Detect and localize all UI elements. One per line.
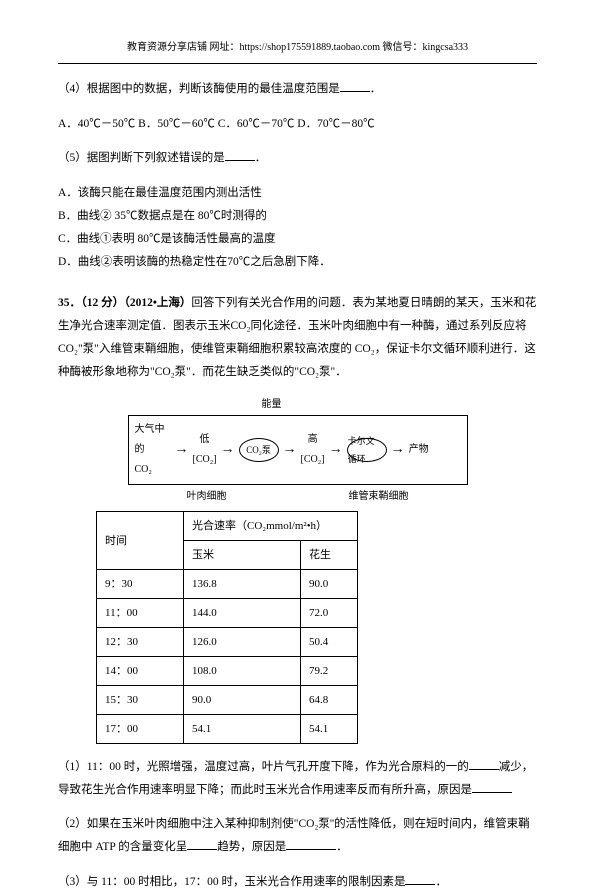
q5-blank: [225, 148, 255, 161]
diagram-mesophyll-label: 叶肉细胞: [187, 487, 227, 507]
q4-options: A．40℃－50℃ B．50℃－60℃ C．60℃－70℃ D．70℃－80℃: [58, 113, 537, 136]
sub1a: （1）11：00 时，光照增强，温度过高，叶片气孔开度下降，作为光合原料的一的: [58, 761, 469, 773]
table-row: 9：30136.890.0: [97, 570, 358, 599]
q35-head: 35．（12 分）（2012•上海）: [58, 297, 191, 309]
cell: 72.0: [301, 599, 358, 628]
q5-optB: B．曲线② 35℃数据点是在 80℃时测得的: [58, 205, 537, 228]
cell: 79.2: [301, 657, 358, 686]
th-corn: 玉米: [184, 541, 301, 570]
co2-pump-diagram: 能量 大气中的 CO₂ → 低 [CO₂] → CO₂泵 → 高 [CO₂] →…: [128, 395, 468, 507]
diagram-product: 产物: [409, 440, 429, 460]
diagram-atmosphere: 大气中的 CO₂: [135, 420, 171, 480]
arrow-icon: →: [329, 436, 343, 464]
blank: [187, 837, 217, 850]
cell: 9：30: [97, 570, 184, 599]
arrow-icon: →: [175, 436, 189, 464]
q5-optC: C．曲线①表明 80℃是该酶活性最高的温度: [58, 228, 537, 251]
cell: 54.1: [184, 715, 301, 744]
th-peanut: 花生: [301, 541, 358, 570]
cell: 14：00: [97, 657, 184, 686]
cell: 144.0: [184, 599, 301, 628]
sub-q3: （3）与 11：00 时相比，17：00 时，玉米光合作用速率的限制因素是 ．: [58, 871, 537, 894]
arrow-icon: →: [391, 436, 405, 464]
q4-end: ．: [370, 83, 382, 95]
q5-optA: A．该酶只能在最佳温度范围内测出活性: [58, 182, 537, 205]
cell: 126.0: [184, 628, 301, 657]
q4: （4）根据图中的数据，判断该酶使用的最佳温度范围是 ．: [58, 78, 537, 101]
arrow-icon: →: [221, 436, 235, 464]
blank: [286, 837, 336, 850]
page-header: 教育资源分享店铺 网址：https://shop175591889.taobao…: [58, 38, 537, 58]
table-row: 15：3090.064.8: [97, 686, 358, 715]
photosynthesis-table: 时间光合速率（CO₂mmol/m²•h） 玉米花生 9：30136.890.0 …: [96, 511, 358, 744]
table-row: 时间光合速率（CO₂mmol/m²•h）: [97, 512, 358, 541]
diagram-pump: CO₂泵: [239, 438, 279, 462]
diagram-energy-label: 能量: [252, 395, 292, 415]
sub2b: 趋势，原因是: [217, 841, 286, 853]
table-row: 14：00108.079.2: [97, 657, 358, 686]
table-row: 11：00144.072.0: [97, 599, 358, 628]
diagram-low-co2: 低 [CO₂]: [193, 430, 217, 470]
q4-stem: （4）根据图中的数据，判断该酶使用的最佳温度范围是: [58, 83, 340, 95]
header-rule: [58, 63, 537, 64]
sub3b: ．: [435, 876, 447, 888]
cell: 108.0: [184, 657, 301, 686]
q5-stem: （5）据图判断下列叙述错误的是: [58, 152, 225, 164]
th-time: 时间: [97, 512, 184, 570]
cell: 50.4: [301, 628, 358, 657]
cell: 17：00: [97, 715, 184, 744]
diagram-bundle-label: 维管束鞘细胞: [349, 487, 409, 507]
cell: 11：00: [97, 599, 184, 628]
cell: 12：30: [97, 628, 184, 657]
diagram-high-co2: 高 [CO₂]: [301, 430, 325, 470]
diagram-calvin: 卡尔文 循环: [347, 438, 387, 462]
blank: [405, 872, 435, 885]
th-rate: 光合速率（CO₂mmol/m²•h）: [184, 512, 358, 541]
cell: 90.0: [184, 686, 301, 715]
q5: （5）据图判断下列叙述错误的是 ．: [58, 147, 537, 170]
table-row: 17：0054.154.1: [97, 715, 358, 744]
arrow-icon: →: [283, 436, 297, 464]
blank: [472, 780, 512, 793]
q5-end: ．: [255, 152, 267, 164]
q4-blank: [340, 79, 370, 92]
cell: 15：30: [97, 686, 184, 715]
sub2c: ．: [336, 841, 348, 853]
q5-optD: D．曲线②表明该酶的热稳定性在70℃之后急剧下降．: [58, 251, 537, 274]
sub-q2: （2）如果在玉米叶肉细胞中注入某种抑制剂使"CO₂泵''的活性降低，则在短时间内…: [58, 813, 537, 859]
cell: 136.8: [184, 570, 301, 599]
q35: 35．（12 分）（2012•上海）回答下列有关光合作用的问题．表为某地夏日晴朗…: [58, 292, 537, 384]
cell: 54.1: [301, 715, 358, 744]
sub-q1: （1）11：00 时，光照增强，温度过高，叶片气孔开度下降，作为光合原料的一的减…: [58, 756, 537, 802]
table-row: 12：30126.050.4: [97, 628, 358, 657]
cell: 64.8: [301, 686, 358, 715]
cell: 90.0: [301, 570, 358, 599]
blank: [469, 757, 499, 770]
sub3a: （3）与 11：00 时相比，17：00 时，玉米光合作用速率的限制因素是: [58, 876, 405, 888]
